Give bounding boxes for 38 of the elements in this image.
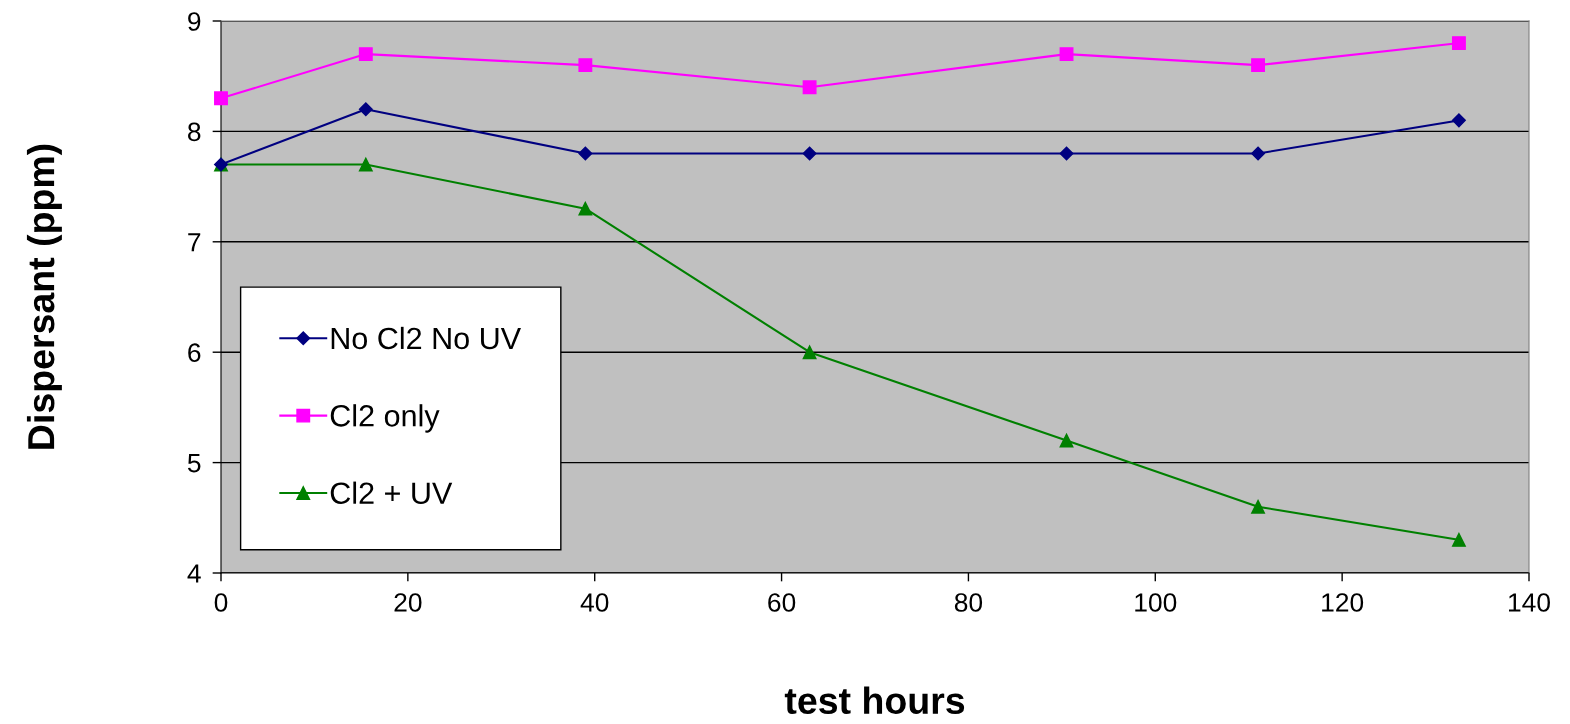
point (1059, 146, 1074, 161)
point (1451, 532, 1466, 547)
x-tick-label: 120 (1322, 593, 1364, 612)
y-tick-label: 5 (187, 454, 201, 473)
y-tick-label: 7 (188, 233, 201, 252)
point (802, 146, 817, 161)
point (1251, 499, 1266, 514)
y-tick-label: 8 (188, 122, 201, 142)
y-axis-title: Dispersant (ppm) (26, 144, 62, 449)
legend-label: Cl2 + UV (330, 481, 453, 505)
x-tick-label: 0 (214, 593, 228, 612)
point (802, 345, 817, 360)
point (1451, 113, 1466, 128)
legend-label: Cl2 only (330, 404, 440, 433)
point (578, 201, 593, 216)
point (1251, 58, 1266, 73)
point (214, 91, 228, 106)
x-tick-label: 140 (1509, 593, 1550, 612)
y-tick-label: 6 (188, 343, 201, 363)
point (358, 47, 373, 62)
point (802, 80, 817, 95)
y-tick-label: 9 (188, 12, 201, 31)
point (578, 146, 593, 161)
x-axis-title: test hours (784, 686, 965, 715)
x-tick-label: 80 (954, 593, 983, 612)
point (578, 58, 593, 73)
legend-label: No Cl2 No UV (331, 326, 521, 350)
point (358, 102, 373, 117)
point (1251, 146, 1266, 161)
point (358, 157, 373, 172)
point (1059, 433, 1074, 448)
x-tick-label: 40 (580, 593, 609, 612)
point (1059, 47, 1074, 62)
x-tick-label: 100 (1135, 593, 1177, 612)
x-tick-label: 60 (768, 593, 796, 612)
point (1451, 36, 1466, 51)
y-tick-label: 4 (187, 564, 201, 583)
x-tick-label: 20 (394, 593, 422, 612)
